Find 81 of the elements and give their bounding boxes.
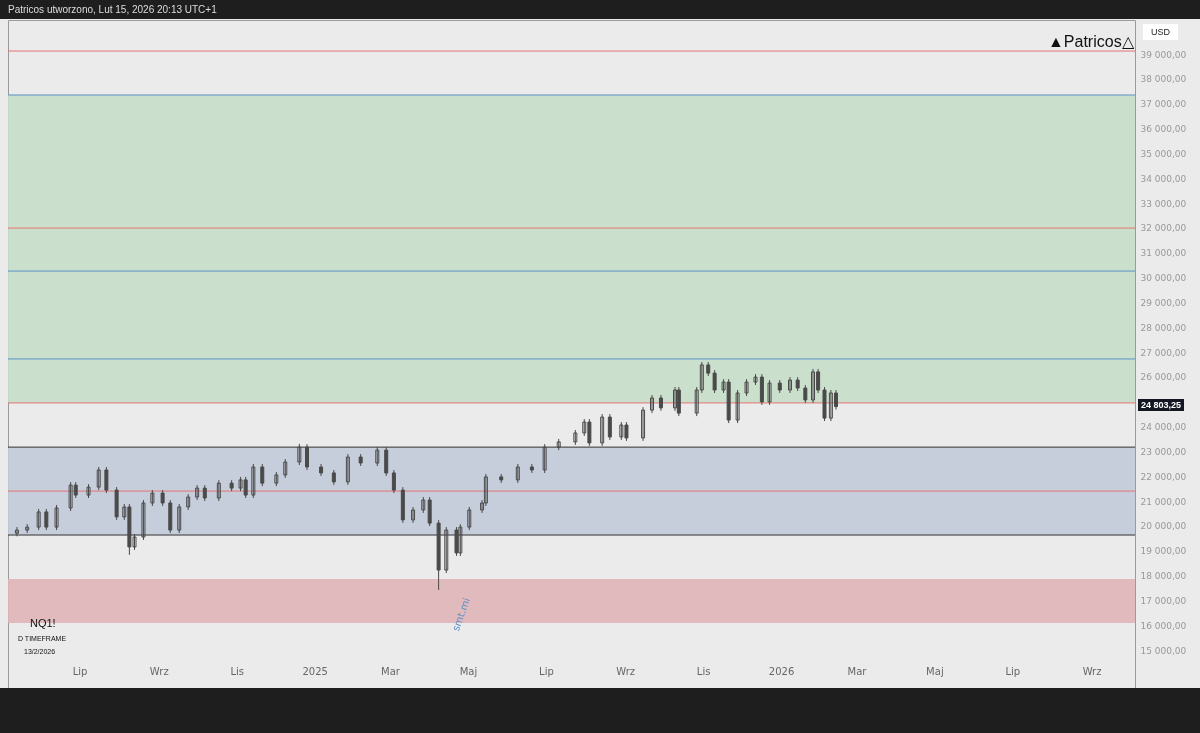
annotation: smt.mi [450, 596, 473, 633]
y-tick-label: 19 000,00 [1140, 546, 1187, 557]
text: Patricos utworzono, Lut 15, 2026 20:13 UTC+1 [8, 4, 217, 15]
y-tick-label: 27 000,00 [1140, 347, 1187, 358]
candlestick [297, 443, 302, 466]
x-tick-label: Mar [381, 665, 401, 677]
y-tick-label: 16 000,00 [1140, 620, 1187, 631]
candlestick [391, 469, 396, 494]
y-tick-label: 32 000,00 [1140, 223, 1187, 234]
annotation: ▲Patricos△ [1048, 32, 1134, 51]
x-tick-label: Lis [230, 665, 244, 677]
y-tick-label: 23 000,00 [1140, 446, 1187, 457]
y-tick-label: 38 000,00 [1140, 74, 1187, 85]
y-tick-label: 37 000,00 [1140, 99, 1187, 110]
y-tick-label: 21 000,00 [1140, 496, 1187, 507]
candlestick [454, 526, 459, 557]
candlestick [427, 496, 432, 527]
candlestick [44, 508, 49, 531]
candlestick [673, 386, 677, 412]
y-tick-label: 31 000,00 [1140, 248, 1187, 259]
y-tick-label: 18 000,00 [1140, 571, 1187, 582]
candlestick [542, 443, 547, 474]
y-tick-label: 30 000,00 [1140, 273, 1187, 284]
candlestick [600, 413, 605, 447]
y-tick-label: 39 000,00 [1140, 49, 1187, 60]
candlestick [216, 479, 221, 502]
x-tick-label: Lip [539, 665, 554, 677]
candlestick [444, 526, 449, 574]
candlestick [36, 508, 41, 531]
candlestick [141, 499, 146, 541]
candlestick [104, 466, 109, 494]
x-tick-label: Lis [696, 665, 711, 677]
candlestick [283, 458, 288, 479]
candlestick [345, 453, 350, 486]
candlestick [676, 386, 681, 417]
candlestick [788, 376, 792, 394]
y-axis-title: USD [1143, 24, 1179, 40]
candlestick [767, 379, 772, 406]
candlestick [14, 526, 19, 537]
y-tick-label: 24 000,00 [1140, 422, 1187, 433]
y-tick-label: 26 000,00 [1140, 372, 1187, 383]
candlestick [195, 484, 200, 501]
candlestick [251, 463, 256, 499]
annotation: NQ1! [30, 617, 56, 629]
x-tick-label: Wrz [1082, 665, 1102, 677]
candlestick [458, 523, 463, 557]
candlestick [54, 504, 59, 531]
candlestick [375, 446, 380, 467]
y-tick-label: 17 000,00 [1140, 595, 1187, 606]
y-tick-label: 29 000,00 [1140, 297, 1187, 308]
candlestick [177, 503, 182, 534]
x-tick-label: Mar [847, 665, 868, 677]
candlestick [515, 463, 520, 484]
candlestick [384, 446, 389, 477]
y-tick-label: 34 000,00 [1140, 173, 1187, 184]
candlestick [260, 463, 265, 487]
candlestick [650, 394, 654, 414]
candlestick [735, 389, 740, 424]
x-tick-label: Wrz [149, 665, 169, 677]
x-tick-label: Lip [72, 665, 88, 677]
y-tick-label: 22 000,00 [1140, 471, 1187, 482]
candlestick [712, 369, 717, 394]
text: 24 803,25 [1138, 399, 1185, 411]
y-tick-label: 33 000,00 [1140, 198, 1187, 209]
y-tick-label: 36 000,00 [1140, 124, 1187, 135]
x-tick-label: Wrz [616, 665, 636, 677]
candlestick [641, 406, 646, 442]
y-tick-label: 20 000,00 [1140, 521, 1187, 532]
candlestick [305, 443, 309, 471]
y-tick-label: 15 000,00 [1140, 645, 1187, 656]
x-tick-label: Lip [1005, 665, 1021, 677]
x-tick-label: Maj [459, 665, 478, 677]
candlestick [607, 413, 612, 441]
candlestick [411, 506, 416, 524]
candlestick [96, 466, 101, 491]
candlestick [467, 506, 472, 531]
x-tick-label: 2026 [768, 665, 795, 677]
y-tick-label: 28 000,00 [1140, 322, 1187, 333]
y-tick-label: 35 000,00 [1140, 148, 1187, 159]
x-tick-label: Maj [926, 665, 944, 677]
x-tick-label: 2025 [302, 665, 328, 677]
